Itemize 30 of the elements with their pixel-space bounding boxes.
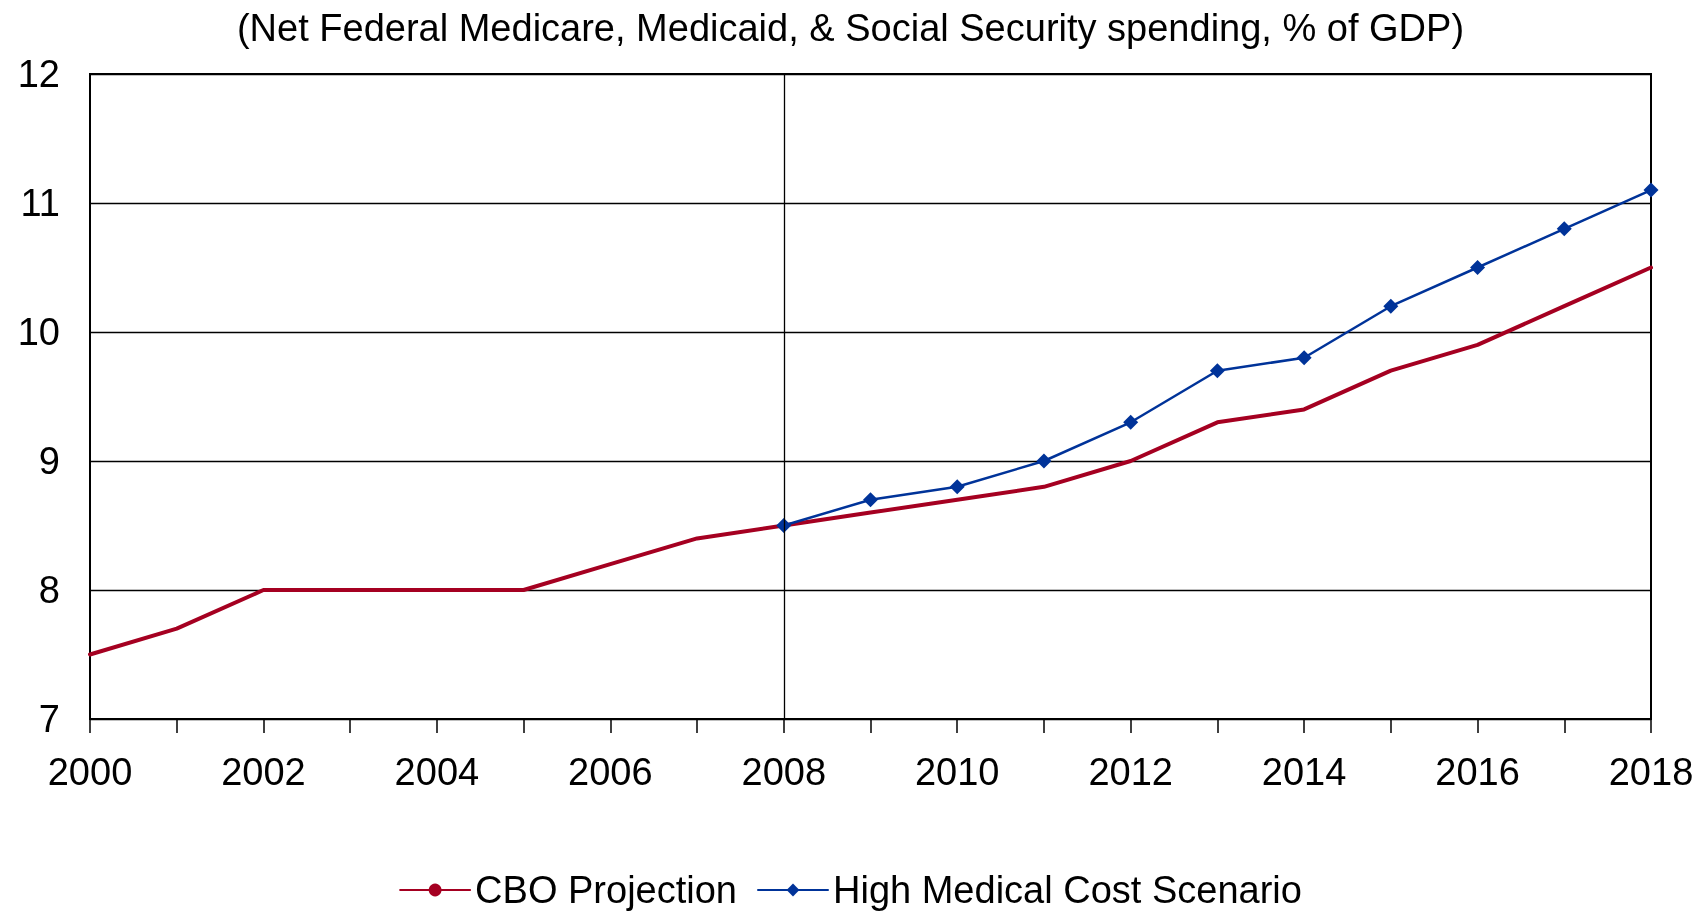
- y-tick-label: 8: [38, 569, 60, 611]
- x-tick-label: 2000: [47, 751, 133, 793]
- point: [1296, 350, 1312, 366]
- x-tick-label: 2004: [394, 751, 480, 793]
- point: [1470, 260, 1486, 275]
- x-tick-label: 2016: [1435, 751, 1520, 793]
- chart-title: (Net Federal Medicare, Medicaid, & Social Security spending, % of GDP): [236, 7, 1465, 49]
- x-tick-label: 2018: [1608, 751, 1694, 793]
- x-tick-label: 2006: [568, 751, 653, 793]
- x-tick-label: 2010: [914, 751, 1000, 793]
- line-series: [88, 265, 1653, 657]
- point: [949, 479, 965, 495]
- x-tick-label: 2012: [1088, 751, 1173, 793]
- y-tick-label: 11: [20, 182, 60, 224]
- point: [1556, 221, 1572, 237]
- x-tick-label: 2008: [741, 751, 827, 793]
- y-tick-label: 12: [17, 53, 60, 95]
- x-tick-label: 2014: [1261, 751, 1347, 793]
- legend-label: High Medical Cost Scenario: [833, 869, 1302, 911]
- point: [1643, 182, 1659, 198]
- point: [1209, 363, 1225, 379]
- legend-label: CBO Projection: [475, 869, 738, 911]
- point: [1123, 414, 1139, 430]
- y-tick-label: 10: [17, 311, 60, 353]
- point: [1383, 298, 1399, 314]
- point: [1036, 453, 1052, 469]
- y-tick-label: 7: [38, 698, 60, 740]
- x-tick-label: 2002: [221, 751, 306, 793]
- point: [863, 492, 878, 508]
- y-tick-label: 9: [38, 440, 60, 482]
